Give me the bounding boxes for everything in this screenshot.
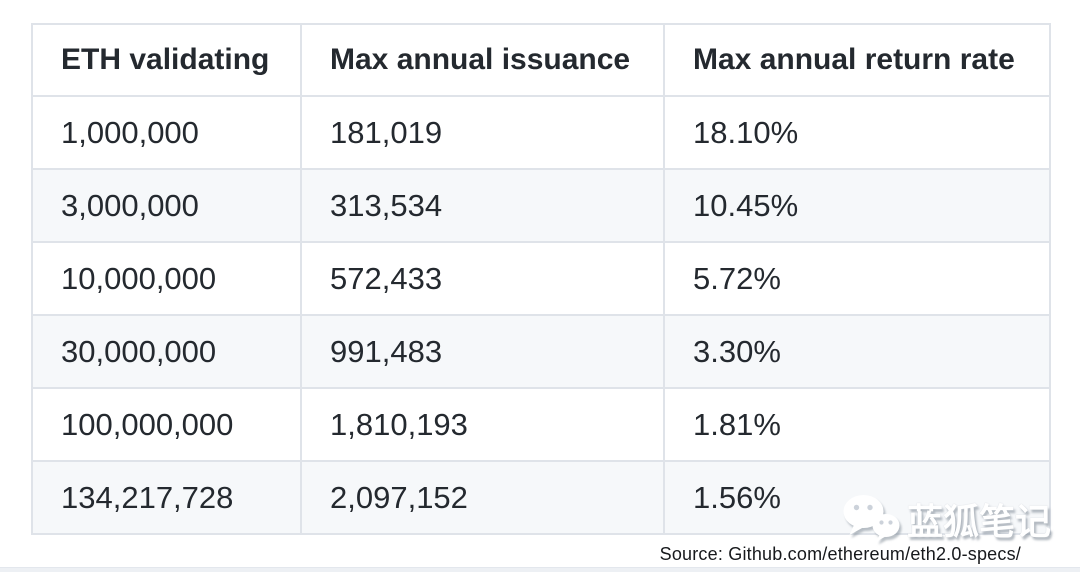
cell-max-annual-return-rate: 3.30%	[663, 314, 1051, 389]
cell-max-annual-issuance: 991,483	[300, 314, 665, 389]
table-row: 1,000,000 181,019 18.10%	[31, 95, 1051, 170]
cell-eth-validating: 3,000,000	[31, 168, 302, 243]
table-row: 10,000,000 572,433 5.72%	[31, 241, 1051, 316]
column-header-max-annual-issuance: Max annual issuance	[300, 23, 665, 97]
cell-max-annual-issuance: 1,810,193	[300, 387, 665, 462]
source-attribution: Source: Github.com/ethereum/eth2.0-specs…	[659, 544, 1021, 564]
bottom-edge-strip	[0, 567, 1080, 572]
cell-eth-validating: 10,000,000	[31, 241, 302, 316]
table-row: 3,000,000 313,534 10.45%	[31, 168, 1051, 243]
cell-max-annual-return-rate: 5.72%	[663, 241, 1051, 316]
table-row: 100,000,000 1,810,193 1.81%	[31, 387, 1051, 462]
table-row: 134,217,728 2,097,152 1.56%	[31, 460, 1051, 535]
cell-max-annual-issuance: 313,534	[300, 168, 665, 243]
cell-max-annual-issuance: 2,097,152	[300, 460, 665, 535]
cell-max-annual-issuance: 572,433	[300, 241, 665, 316]
cell-eth-validating: 134,217,728	[31, 460, 302, 535]
column-header-max-annual-return-rate: Max annual return rate	[663, 23, 1051, 97]
cell-max-annual-return-rate: 18.10%	[663, 95, 1051, 170]
watermark-text: 蓝狐笔记	[906, 501, 1051, 543]
cell-eth-validating: 30,000,000	[31, 314, 302, 389]
column-header-eth-validating: ETH validating	[31, 23, 302, 97]
table-row: 30,000,000 991,483 3.30%	[31, 314, 1051, 389]
cell-max-annual-return-rate: 10.45%	[663, 168, 1051, 243]
cell-eth-validating: 100,000,000	[31, 387, 302, 462]
header-row: ETH validating Max annual issuance Max a…	[31, 23, 1051, 97]
cell-max-annual-issuance: 181,019	[300, 95, 665, 170]
wechat-icon	[843, 495, 900, 542]
cell-eth-validating: 1,000,000	[31, 95, 302, 170]
cell-max-annual-return-rate: 1.81%	[663, 387, 1051, 462]
watermark: 蓝狐笔记	[842, 494, 1051, 542]
eth-issuance-table: ETH validating Max annual issuance Max a…	[31, 23, 1051, 535]
